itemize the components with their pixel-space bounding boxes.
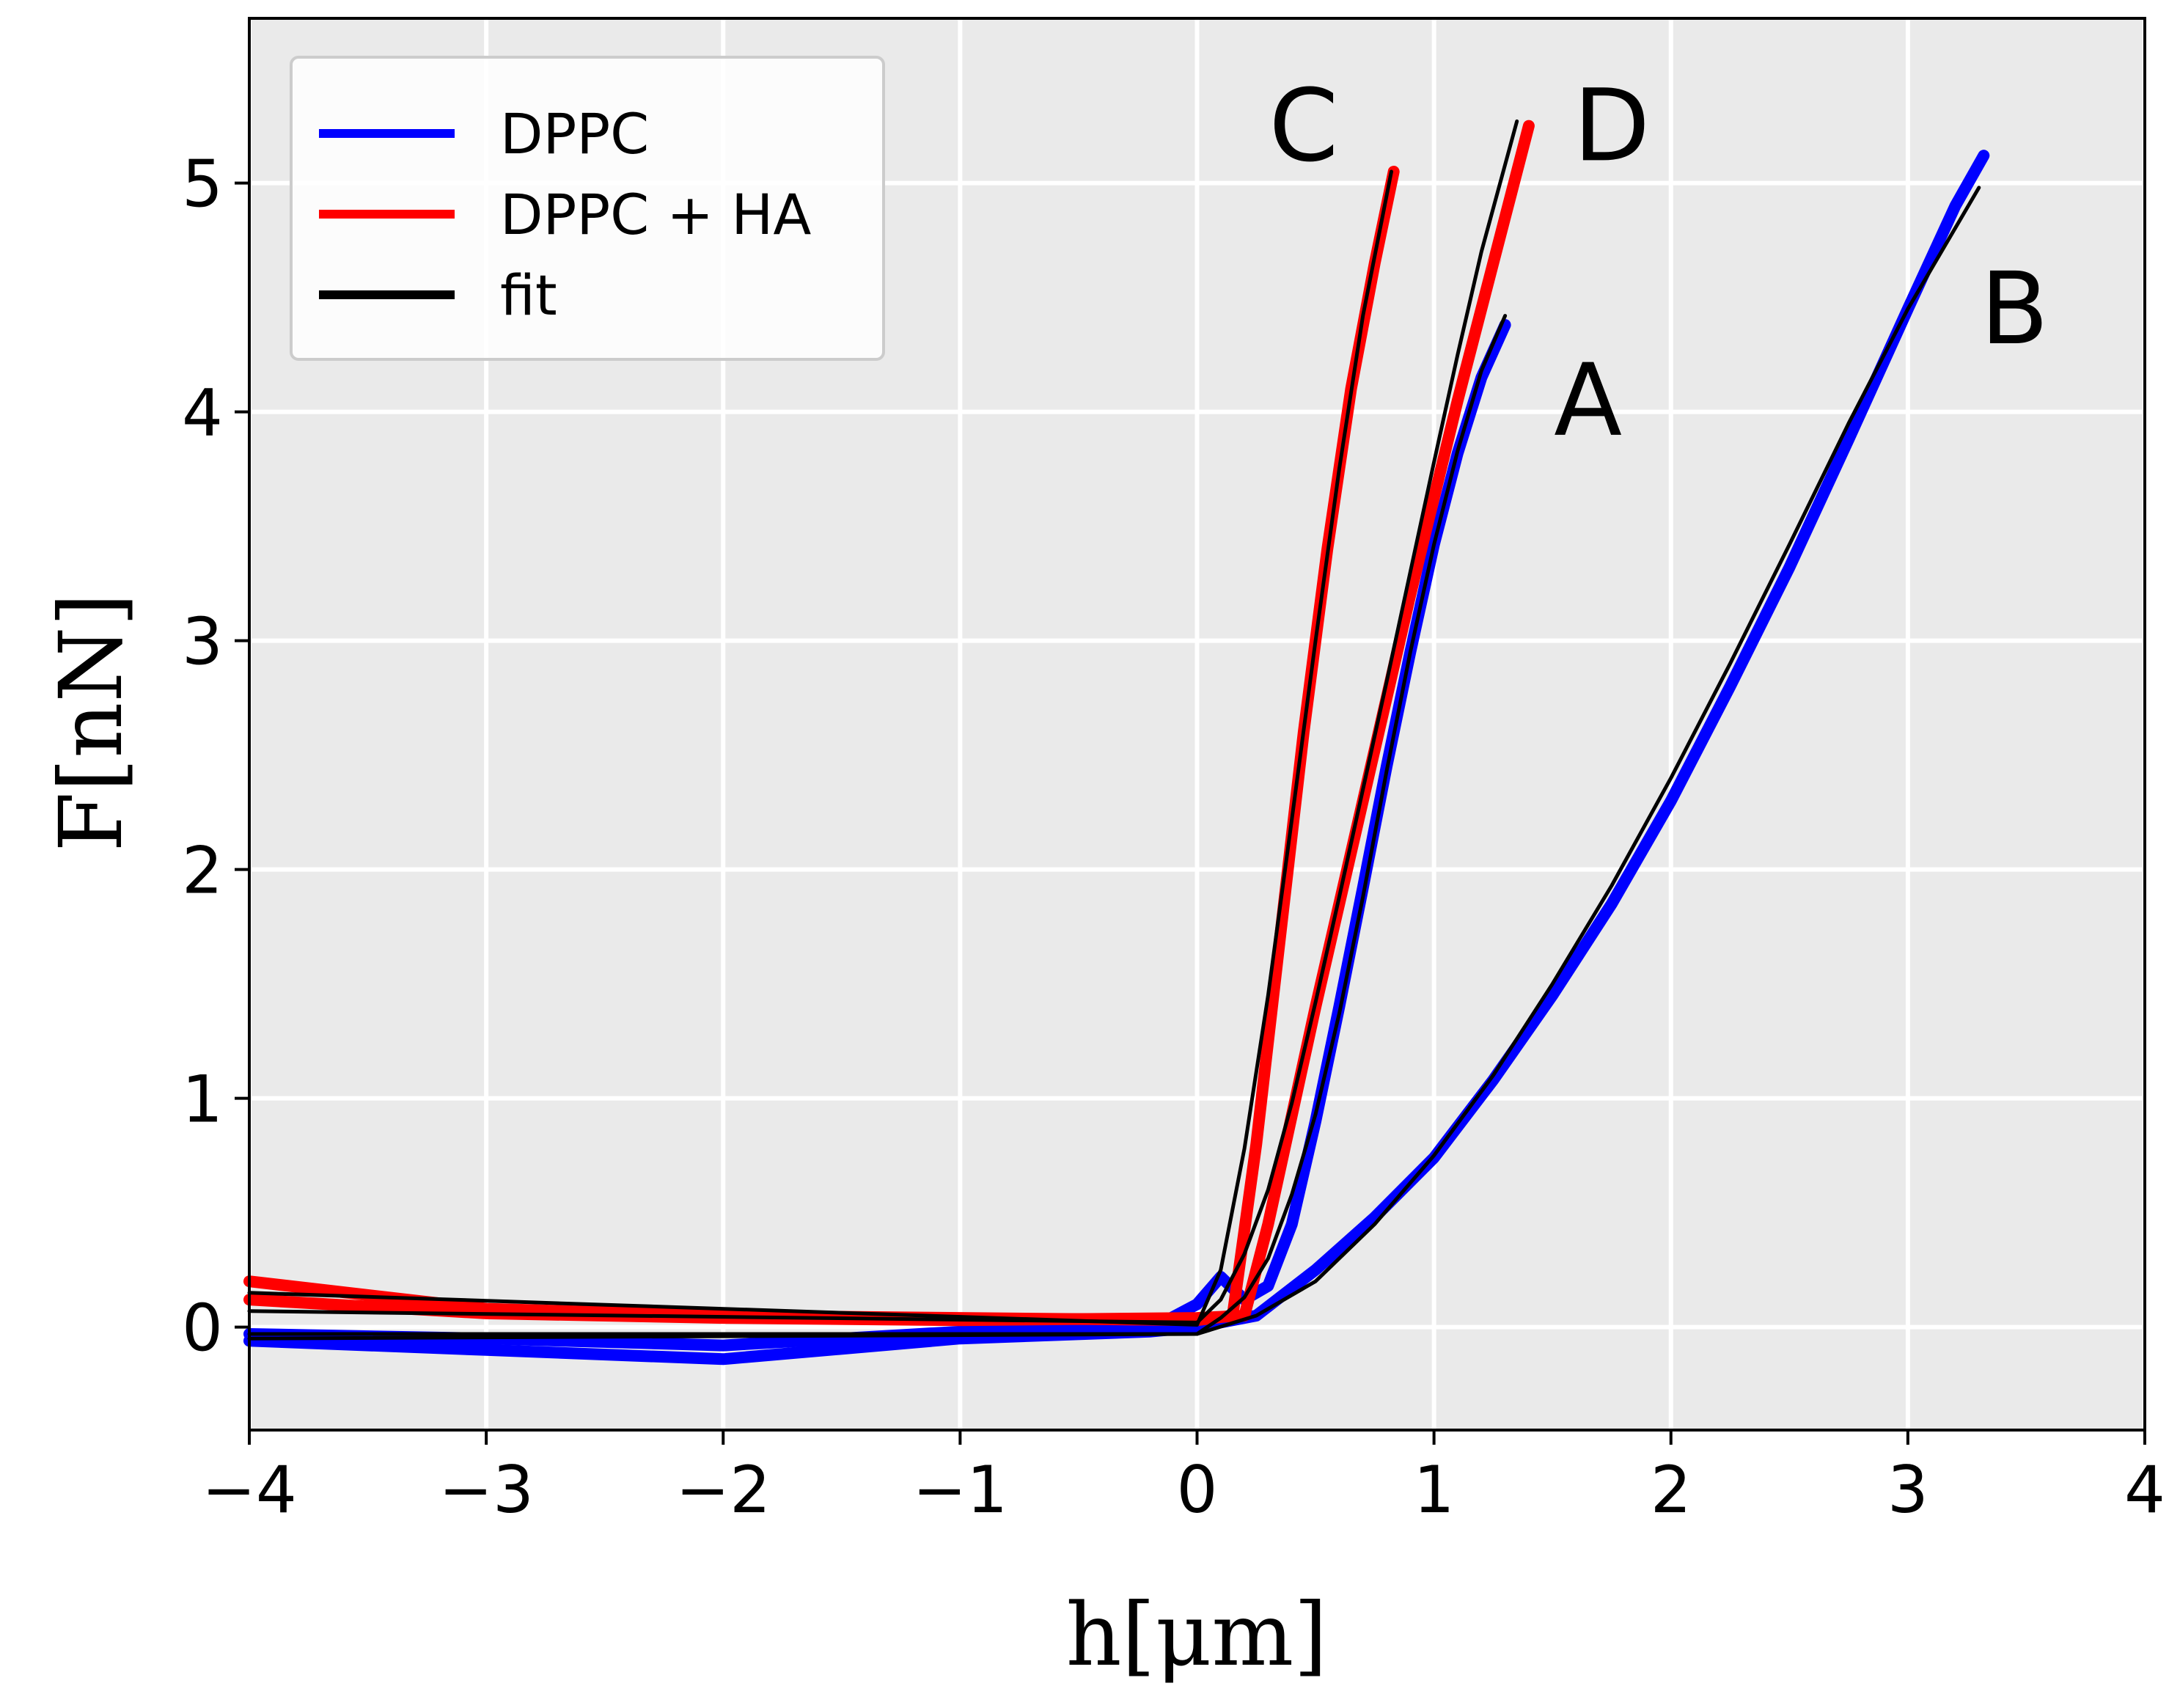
y-tick-label: 3 xyxy=(182,604,223,680)
x-tick-label: 3 xyxy=(1887,1452,1928,1528)
annotation-a: A xyxy=(1554,343,1622,459)
legend-label: fit xyxy=(500,263,557,328)
series-a-fit xyxy=(247,314,1508,1336)
x-tick-label: −1 xyxy=(913,1452,1008,1528)
y-axis-label: F[nN] xyxy=(40,593,142,851)
legend-label: DPPC xyxy=(500,101,649,166)
series-b-data xyxy=(243,150,1990,1366)
ticks: −4 −3 −2 −1 0 1 2 3 4 0 1 2 3 4 5 xyxy=(182,147,2165,1528)
x-tick-label: 0 xyxy=(1177,1452,1218,1528)
y-tick-label: 1 xyxy=(182,1062,223,1137)
series xyxy=(243,119,1990,1366)
x-axis-label: h[μm] xyxy=(1066,1584,1328,1685)
annotation-d: D xyxy=(1574,68,1651,184)
x-tick-label: 2 xyxy=(1651,1452,1692,1528)
annotation-c: C xyxy=(1269,68,1338,184)
y-tick-label: 5 xyxy=(182,147,223,222)
y-tick-label: 0 xyxy=(182,1291,223,1366)
y-tick-label: 2 xyxy=(182,833,223,909)
annotation-b: B xyxy=(1981,252,2049,367)
series-b-fit xyxy=(247,186,1981,1341)
series-c-fit xyxy=(247,169,1393,1327)
x-tick-label: −3 xyxy=(438,1452,534,1528)
x-tick-label: 1 xyxy=(1414,1452,1455,1528)
legend-label: DPPC + HA xyxy=(500,182,811,247)
x-tick-label: −2 xyxy=(675,1452,771,1528)
series-d-fit xyxy=(247,119,1519,1324)
y-tick-label: 4 xyxy=(182,375,223,451)
legend: DPPC DPPC + HA fit xyxy=(290,56,885,361)
curve-annotations: C D B A xyxy=(1269,68,2049,458)
x-tick-label: 4 xyxy=(2124,1452,2165,1528)
x-tick-label: −4 xyxy=(202,1452,297,1528)
